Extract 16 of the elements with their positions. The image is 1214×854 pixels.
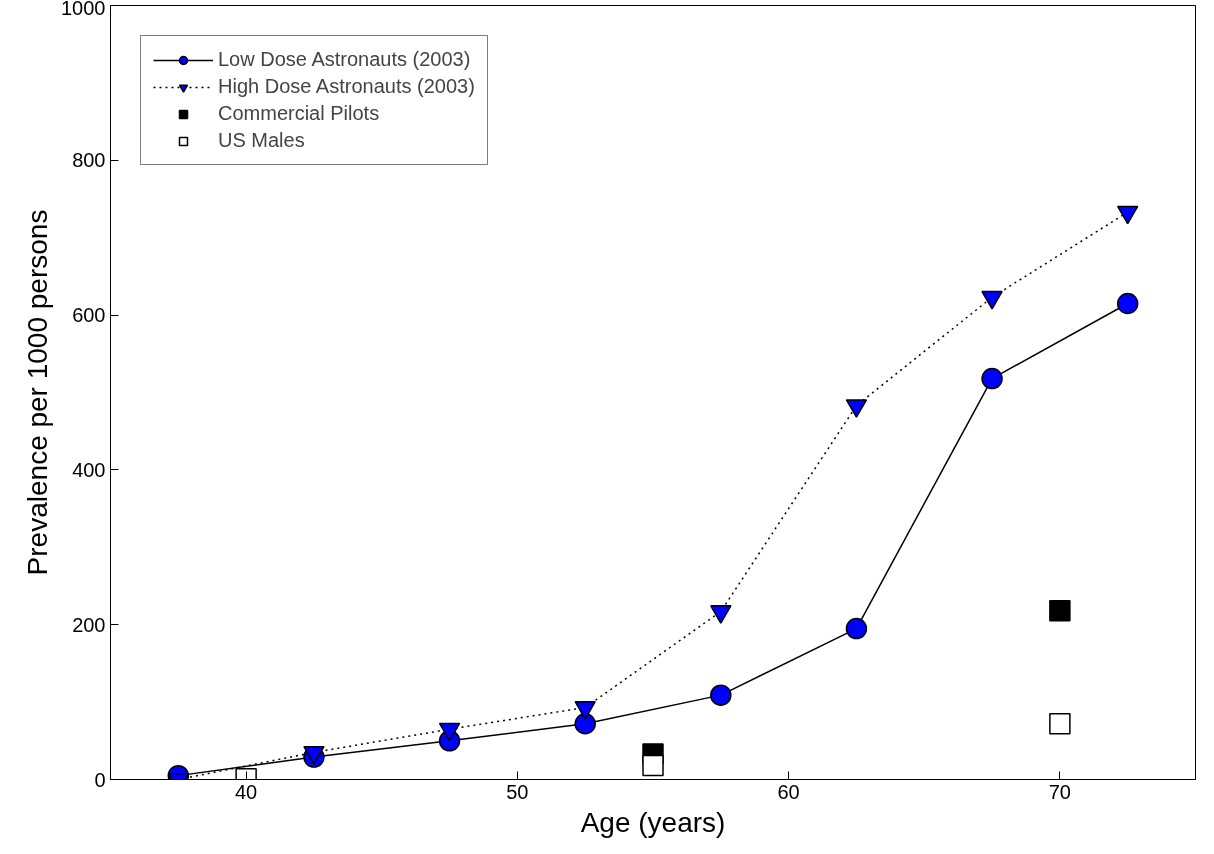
x-tick-label: 40 — [235, 780, 258, 803]
y-tick-label: 400 — [72, 458, 106, 481]
y-tick-label: 600 — [72, 304, 106, 327]
y-axis-title: Prevalence per 1000 persons — [22, 209, 54, 576]
y-tick-label: 1000 — [61, 0, 106, 19]
x-tick-label: 60 — [777, 780, 800, 803]
legend-label: Low Dose Astronauts (2003) — [218, 48, 471, 71]
x-axis-title: Age (years) — [580, 806, 726, 838]
legend-label: US Males — [218, 129, 305, 152]
legend-label: High Dose Astronauts (2003) — [218, 75, 475, 98]
x-tick-label: 50 — [506, 780, 529, 803]
y-tick-label: 800 — [72, 149, 106, 172]
y-tick-label: 200 — [72, 613, 106, 636]
y-tick-label: 0 — [94, 768, 106, 791]
x-tick-label: 70 — [1048, 780, 1071, 803]
legend-label: Commercial Pilots — [218, 102, 380, 125]
